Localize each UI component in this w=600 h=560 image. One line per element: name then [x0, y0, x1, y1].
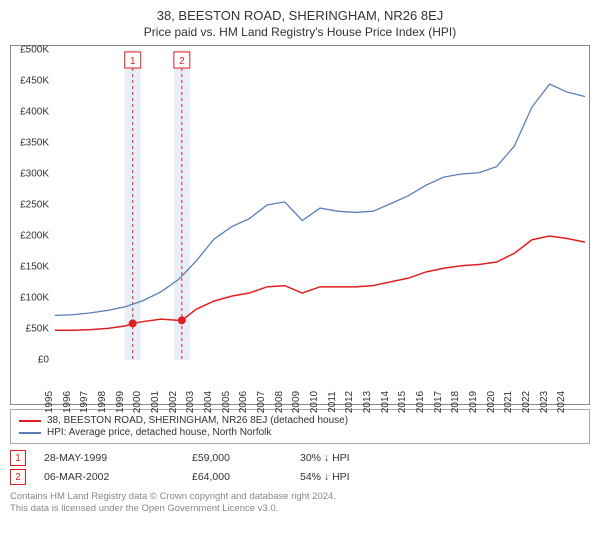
- x-tick-label: 2008: [274, 391, 285, 413]
- x-tick-label: 2003: [185, 391, 196, 413]
- x-axis: 1995199619971998199920002001200220032004…: [55, 362, 585, 404]
- x-tick-label: 2020: [486, 391, 497, 413]
- legend-item-property: 38, BEESTON ROAD, SHERINGHAM, NR26 8EJ (…: [19, 415, 581, 426]
- x-tick-label: 2009: [291, 391, 302, 413]
- chart-svg: 12: [55, 50, 585, 360]
- sale-delta: 54% ↓ HPI: [300, 471, 350, 483]
- footer-line: This data is licensed under the Open Gov…: [10, 503, 590, 515]
- legend-label: 38, BEESTON ROAD, SHERINGHAM, NR26 8EJ (…: [47, 415, 348, 426]
- sale-delta: 30% ↓ HPI: [300, 452, 350, 464]
- sale-badge: 1: [10, 450, 26, 466]
- chart-plot: 12: [55, 50, 585, 360]
- x-tick-label: 2006: [238, 391, 249, 413]
- chart-area: £0 £50K £100K £150K £200K £250K £300K £350K £400…: [10, 45, 590, 405]
- x-tick-label: 2007: [256, 391, 267, 413]
- x-tick-label: 2010: [309, 391, 320, 413]
- y-tick-label: £400K: [20, 107, 49, 118]
- x-tick-label: 2019: [468, 391, 479, 413]
- sale-badge: 2: [10, 469, 26, 485]
- svg-text:2: 2: [179, 56, 185, 67]
- x-tick-label: 2000: [132, 391, 143, 413]
- legend-item-hpi: HPI: Average price, detached house, Nort…: [19, 427, 581, 438]
- legend: 38, BEESTON ROAD, SHERINGHAM, NR26 8EJ (…: [10, 409, 590, 444]
- legend-swatch: [19, 420, 41, 422]
- footer-line: Contains HM Land Registry data © Crown c…: [10, 491, 590, 503]
- x-tick-label: 2014: [380, 391, 391, 413]
- y-tick-label: £250K: [20, 200, 49, 211]
- sale-row: 1 28-MAY-1999 £59,000 30% ↓ HPI: [10, 450, 590, 466]
- y-tick-label: £350K: [20, 138, 49, 149]
- x-tick-label: 2004: [203, 391, 214, 413]
- x-tick-label: 1999: [115, 391, 126, 413]
- x-tick-label: 2012: [344, 391, 355, 413]
- legend-swatch: [19, 432, 41, 434]
- x-tick-label: 2017: [433, 391, 444, 413]
- x-tick-label: 2011: [327, 391, 338, 413]
- sale-date: 28-MAY-1999: [44, 452, 174, 464]
- svg-text:1: 1: [130, 56, 136, 67]
- y-axis: £0£50K£100K£150K£200K£250K£300K£350K£400…: [11, 50, 53, 360]
- y-tick-label: £100K: [20, 293, 49, 304]
- footer-text: Contains HM Land Registry data © Crown c…: [10, 491, 590, 515]
- y-tick-label: £150K: [20, 262, 49, 273]
- x-tick-label: 2016: [415, 391, 426, 413]
- x-tick-label: 2024: [556, 391, 567, 413]
- x-tick-label: 1998: [97, 391, 108, 413]
- y-tick-label: £50K: [26, 324, 49, 335]
- x-tick-label: 1995: [44, 391, 55, 413]
- x-tick-label: 2021: [503, 391, 514, 413]
- y-tick-label: £450K: [20, 76, 49, 87]
- x-tick-label: 2013: [362, 391, 373, 413]
- sale-date: 06-MAR-2002: [44, 471, 174, 483]
- x-tick-label: 2015: [397, 391, 408, 413]
- y-tick-label: £200K: [20, 231, 49, 242]
- chart-title: 38, BEESTON ROAD, SHERINGHAM, NR26 8EJ: [10, 8, 590, 23]
- y-tick-label: £500K: [20, 45, 49, 56]
- sale-price: £64,000: [192, 471, 282, 483]
- y-tick-label: £0: [38, 355, 49, 366]
- x-tick-label: 1996: [62, 391, 73, 413]
- y-tick-label: £300K: [20, 169, 49, 180]
- x-tick-label: 2001: [150, 391, 161, 413]
- x-tick-label: 2023: [539, 391, 550, 413]
- x-tick-label: 1997: [79, 391, 90, 413]
- x-tick-label: 2005: [221, 391, 232, 413]
- x-tick-label: 2018: [450, 391, 461, 413]
- sale-list: 1 28-MAY-1999 £59,000 30% ↓ HPI 2 06-MAR…: [10, 450, 590, 485]
- sale-row: 2 06-MAR-2002 £64,000 54% ↓ HPI: [10, 469, 590, 485]
- x-tick-label: 2002: [168, 391, 179, 413]
- chart-subtitle: Price paid vs. HM Land Registry's House …: [10, 25, 590, 39]
- legend-label: HPI: Average price, detached house, Nort…: [47, 427, 271, 438]
- sale-price: £59,000: [192, 452, 282, 464]
- x-tick-label: 2022: [521, 391, 532, 413]
